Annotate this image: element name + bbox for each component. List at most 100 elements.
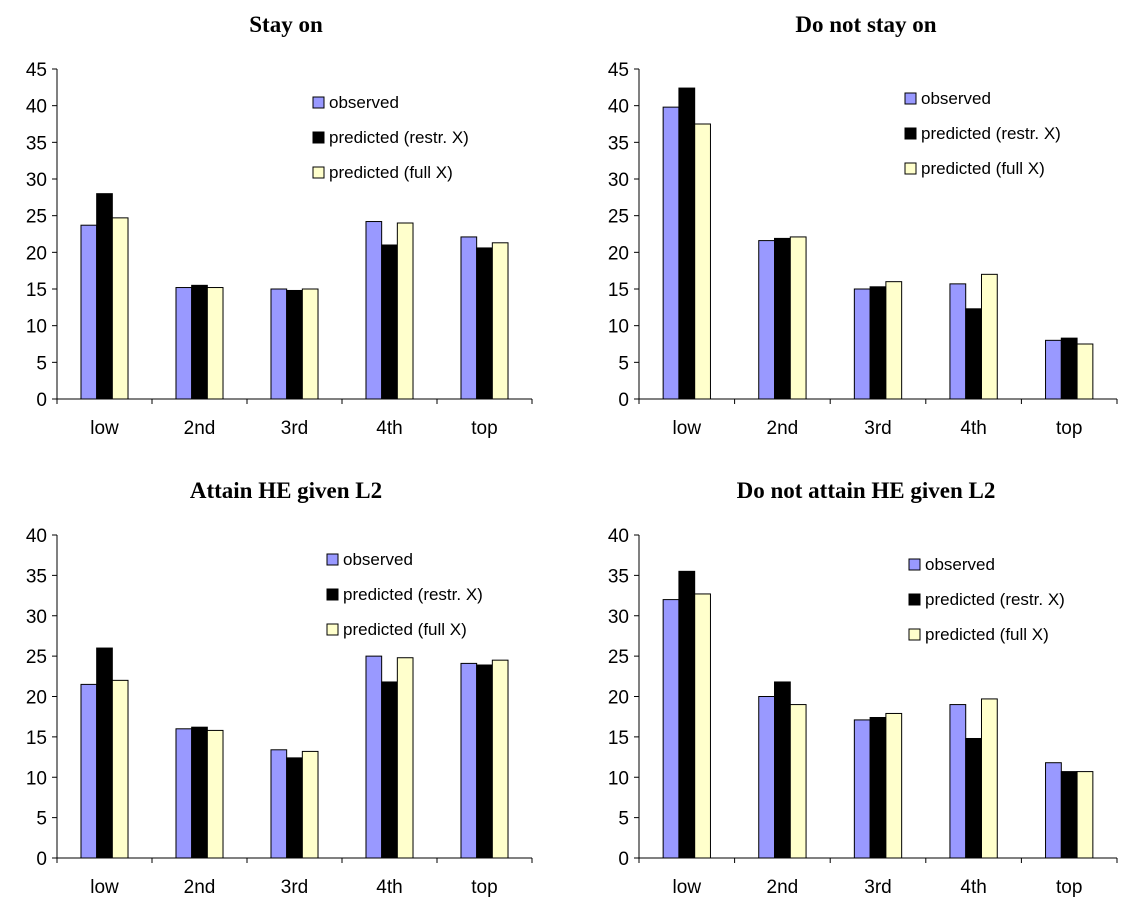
y-tick-label: 10 [608,768,629,789]
bar-2nd-series-3 [206,729,224,859]
legend-swatch [326,553,339,566]
y-tick-label: 35 [608,133,629,154]
legend-swatch [904,92,917,105]
x-tick-label: low [673,877,702,898]
x-tick-label: 4th [960,877,986,898]
x-tick-label: top [471,418,497,439]
chart-title: Do not attain HE given L2 [737,478,996,503]
bar-3rd-series-3 [301,750,319,859]
bar-low-series-3 [694,593,711,859]
x-tick-label: top [1056,877,1082,898]
bar-top-series-3 [1076,771,1094,859]
bar-3rd-series-1 [853,288,871,400]
x-tick-label: 2nd [184,418,216,439]
bar-4th-series-3 [980,698,998,859]
legend-label: observed [329,93,399,112]
y-tick-label: 30 [608,607,629,628]
x-tick-label: top [471,877,497,898]
y-tick-label: 25 [26,647,47,668]
bar-low-series-1 [80,683,98,859]
bar-3rd-series-2 [286,289,303,400]
chart-title: Do not stay on [795,12,936,37]
bar-2nd-series-3 [789,236,807,400]
legend-swatch [904,127,917,140]
x-tick-label: low [90,418,119,439]
y-tick-label: 10 [608,317,629,338]
bar-4th-series-2 [965,308,982,400]
bar-low-series-3 [111,217,129,400]
y-tick-label: 30 [26,607,47,628]
bar-3rd-series-1 [853,719,871,859]
legend-swatch [312,166,325,179]
legend-label: observed [343,550,413,569]
bar-2nd-series-2 [191,726,208,859]
bar-2nd-series-2 [774,237,791,400]
legend: observed predicted (restr. X) predicted (f… [312,93,469,182]
bar-low-series-3 [694,123,711,400]
bar-3rd-series-3 [301,288,319,400]
bar-top-series-1 [460,236,478,400]
chart-title: Attain HE given L2 [190,478,382,503]
bar-3rd-series-3 [885,281,903,400]
x-tick-label: 4th [376,418,402,439]
legend-label: predicted (restr. X) [925,590,1065,609]
legend-label: observed [925,555,995,574]
bar-4th-series-3 [396,222,414,400]
y-tick-label: 40 [608,97,629,118]
bar-top-series-2 [476,247,493,400]
legend-label: predicted (restr. X) [329,128,469,147]
bar-2nd-series-3 [206,287,224,400]
bar-3rd-series-2 [286,757,303,859]
legend: observed predicted (restr. X) predicted (f… [904,89,1061,178]
y-tick-label: 10 [26,317,47,338]
bar-2nd-series-1 [175,287,193,400]
bar-2nd-series-2 [191,284,208,400]
bar-2nd-series-3 [789,704,807,859]
y-tick-label: 30 [608,170,629,191]
y-tick-label: 45 [608,60,629,81]
chart-title: Stay on [249,12,323,37]
bar-4th-series-2 [381,681,398,859]
bar-4th-series-2 [965,737,982,859]
y-tick-label: 30 [26,170,47,191]
x-tick-label: 4th [376,877,402,898]
chart-panel-4: Do not attain HE given L2 0 5 10 15 20 25 30 35 4… [608,478,1118,898]
y-tick-label: 0 [36,390,47,411]
x-tick-label: 3rd [281,418,308,439]
y-tick-label: 25 [608,207,629,228]
y-tick-label: 35 [608,566,629,587]
x-tick-label: low [90,877,119,898]
y-tick-label: 0 [618,849,629,870]
y-tick-label: 35 [26,566,47,587]
x-tick-label: 3rd [864,877,891,898]
x-tick-label: top [1056,418,1082,439]
bar-4th-series-1 [949,283,967,400]
legend-swatch [904,162,917,175]
y-tick-label: 5 [618,353,629,374]
y-tick-label: 25 [608,647,629,668]
legend-label: predicted (full X) [329,163,453,182]
bar-top-series-1 [460,662,478,859]
y-tick-label: 35 [26,133,47,154]
y-tick-label: 40 [26,526,47,547]
x-tick-label: 2nd [184,877,216,898]
bar-low-series-1 [662,106,680,400]
y-tick-label: 20 [26,243,47,264]
x-tick-label: 3rd [864,418,891,439]
legend-swatch [908,558,921,571]
bar-low-series-2 [96,647,113,859]
legend-label: observed [921,89,991,108]
chart-panel-2: Do not stay on 0 5 10 15 20 25 30 35 40 45 low 2nd 3r… [608,12,1118,439]
legend-swatch [908,628,921,641]
bar-2nd-series-1 [175,728,193,859]
chart-panel-3: Attain HE given L2 0 5 10 15 20 25 30 35 40 low 2nd… [26,478,533,898]
legend-swatch [326,623,339,636]
x-tick-label: 2nd [767,418,799,439]
y-tick-label: 5 [618,809,629,830]
bar-top-series-1 [1045,339,1062,400]
y-tick-label: 0 [36,849,47,870]
legend-label: predicted (full X) [343,620,467,639]
bar-low-series-1 [80,224,98,400]
bar-3rd-series-1 [270,749,288,859]
